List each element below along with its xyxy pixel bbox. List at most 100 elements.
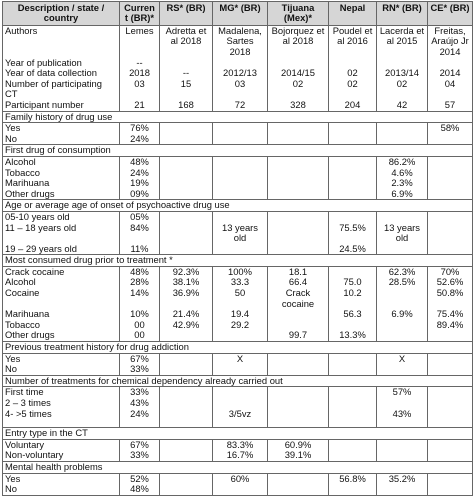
cell	[159, 439, 213, 451]
row-label: Participant number	[2, 99, 120, 112]
cell: 24%	[119, 167, 160, 179]
row-label: No	[2, 364, 120, 376]
cell: 00	[119, 319, 160, 331]
cell: Poudel et al 2016	[328, 25, 377, 58]
cell	[376, 364, 428, 376]
cell	[376, 288, 428, 310]
cell: 24%	[119, 133, 160, 145]
cell: Lemes	[119, 25, 160, 58]
cell	[427, 330, 473, 342]
table-row: No 33%	[2, 364, 473, 376]
cell: 75.5%	[328, 222, 377, 244]
cell: 66.4	[267, 277, 329, 289]
table-row: Yes 67% X X	[2, 353, 473, 365]
cell: 62.3%	[376, 266, 428, 278]
cell: 00	[119, 330, 160, 342]
cell: 56.3	[328, 309, 377, 320]
cell: X	[212, 353, 268, 365]
cell: 48%	[119, 156, 160, 168]
cell: 76%	[119, 122, 160, 134]
section-group: Age or average age of onset of psychoact…	[2, 199, 473, 255]
cell	[427, 408, 473, 420]
cell: Lacerda et al 2015	[376, 25, 428, 58]
cell: 02	[376, 78, 428, 100]
cell: 60%	[212, 473, 268, 485]
cell: 33%	[119, 450, 160, 462]
cell: 28%	[119, 277, 160, 289]
section-header-row: Age or average age of onset of psychoact…	[2, 199, 473, 212]
row-label: 05-10 years old	[2, 211, 120, 223]
section-title: Number of treatments for chemical depend…	[2, 374, 473, 388]
section-header-row: Previous treatment history for drug addi…	[2, 341, 473, 354]
section-header-row: Mental health problems	[2, 460, 473, 474]
cell	[267, 156, 329, 168]
cell: 03	[119, 78, 160, 100]
cell	[159, 133, 213, 145]
cell	[159, 188, 213, 200]
spacer-cell	[2, 419, 120, 428]
header-current: Curren t (BR)*	[119, 1, 160, 26]
table-row: Non-voluntary 33% 16.7% 39.1%	[2, 450, 473, 462]
section-group: Family history of drug use Yes 76% 58% No 24…	[2, 110, 473, 145]
cell: Crack cocaine	[267, 288, 329, 310]
cell	[159, 211, 213, 223]
cell: 57%	[376, 386, 428, 398]
cell	[267, 211, 329, 223]
cell	[159, 398, 213, 409]
row-label: Other drugs	[2, 188, 120, 200]
cell: 13.3%	[328, 330, 377, 342]
table-row: Alcohol 48% 86.2%	[2, 156, 473, 168]
cell	[328, 122, 377, 134]
cell	[328, 439, 377, 451]
table-row: No 24%	[2, 133, 473, 145]
cell: 33%	[119, 364, 160, 376]
table-row: Alcohol 28% 38.1% 33.3 66.4 75.0 28.5% 52.6%	[2, 277, 473, 289]
spacer-cell	[267, 419, 329, 428]
row-label: Other drugs	[2, 330, 120, 342]
section-header-row: Entry type in the CT	[2, 427, 473, 440]
cell: 92.3%	[159, 266, 213, 278]
section-group: Previous treatment history for drug addi…	[2, 341, 473, 376]
cell	[328, 133, 377, 145]
table-row: 4- >5 times 24% 3/5vz 43%	[2, 408, 473, 420]
cell: 48%	[119, 266, 160, 278]
row-label: Alcohol	[2, 277, 120, 289]
cell	[212, 188, 268, 200]
cell: 52%	[119, 473, 160, 485]
row-label: No	[2, 133, 120, 145]
cell	[267, 398, 329, 409]
year-collection-row: Year of data collection 2018 -- 2012/13 …	[2, 68, 473, 79]
row-label: Marihuana	[2, 309, 120, 320]
cell: 6.9%	[376, 188, 428, 200]
row-label: Yes	[2, 122, 120, 134]
cell	[267, 57, 329, 69]
cell	[267, 133, 329, 145]
header-description: Description / state / country	[2, 1, 120, 26]
cell: 19.4	[212, 309, 268, 320]
cell	[376, 330, 428, 342]
cell: Madalena, Sartes 2018	[212, 25, 268, 58]
cell: 42	[376, 99, 428, 112]
row-label: Tobacco	[2, 319, 120, 331]
cell	[159, 484, 213, 496]
cell: 33.3	[212, 277, 268, 289]
cell: 89.4%	[427, 319, 473, 331]
cell: Bojorquez et al 2018	[267, 25, 329, 58]
row-label: Yes	[2, 473, 120, 485]
cell	[267, 222, 329, 244]
cell	[159, 364, 213, 376]
cell: 50.8%	[427, 288, 473, 310]
cell	[376, 319, 428, 331]
cell	[267, 353, 329, 365]
cell: 39.1%	[267, 450, 329, 462]
table-row: Other drugs 00 99.7 13.3%	[2, 330, 473, 342]
table-header: Description / state / country Curren t (…	[2, 1, 473, 26]
cell: 19%	[119, 178, 160, 189]
row-label: Year of data collection	[2, 68, 120, 79]
cell	[212, 484, 268, 496]
row-label: Non-voluntary	[2, 450, 120, 462]
cell: 02	[328, 68, 377, 79]
cell: 10.2	[328, 288, 377, 310]
